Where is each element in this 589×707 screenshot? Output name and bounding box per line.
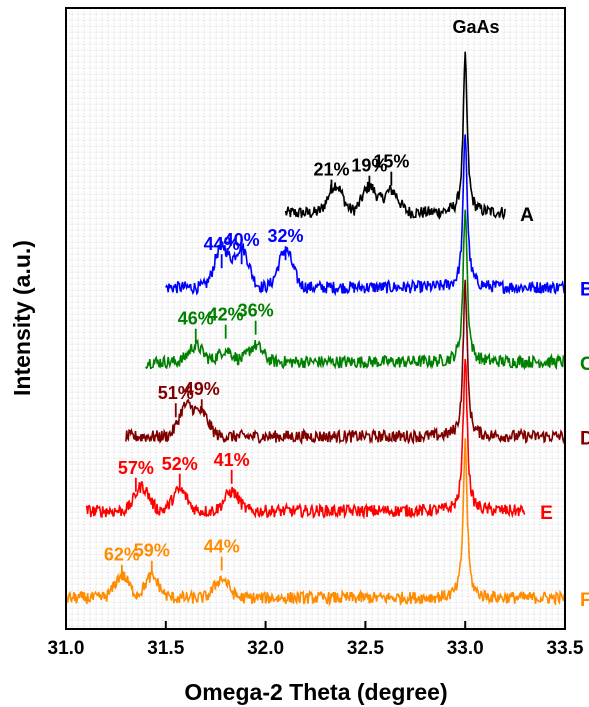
series-F-curve: [66, 438, 565, 607]
series-B-curve: [165, 134, 565, 297]
x-tick-label: 31.0: [48, 638, 85, 659]
peak-label-A-2: 15%: [373, 152, 409, 172]
peak-label-C-1: 42%: [208, 305, 244, 325]
series-A-label: A: [520, 205, 534, 226]
series-curves: [66, 51, 565, 607]
x-tick-label: 32.5: [347, 638, 384, 659]
peak-label-F-2: 44%: [204, 537, 240, 557]
peak-label-B-2: 32%: [268, 226, 304, 246]
x-tick-label: 33.5: [547, 638, 584, 659]
peak-label-A-0: 21%: [313, 160, 349, 180]
peak-label-E-2: 41%: [214, 450, 250, 470]
peak-label-C-2: 36%: [238, 301, 274, 321]
x-tick-label: 31.5: [147, 638, 184, 659]
peak-label-D-1: 49%: [184, 379, 220, 399]
x-tick-label: 33.0: [447, 638, 484, 659]
series-C-label: C: [580, 354, 589, 375]
x-axis-label: Omega-2 Theta (degree): [184, 679, 447, 705]
y-axis-label: Intensity (a.u.): [9, 240, 35, 396]
plot-frame: [65, 7, 566, 630]
series-D-label: D: [580, 428, 589, 449]
peak-label-E-0: 57%: [118, 458, 154, 478]
peak-label-D-0: 51%: [158, 383, 194, 403]
peak-label-B-0: 44%: [204, 234, 240, 254]
series-E-label: E: [540, 503, 553, 524]
peak-label-E-1: 52%: [162, 454, 198, 474]
peak-label-A-1: 19%: [351, 156, 387, 176]
series-E-curve: [85, 358, 526, 520]
series-A-curve: [284, 51, 506, 221]
series-B-label: B: [580, 279, 589, 300]
x-ticks: 31.0 31.5 32.0 32.5 33.0 33.5: [48, 621, 584, 659]
peak-label-F-1: 59%: [134, 541, 170, 561]
peak-label-C-0: 46%: [178, 309, 214, 329]
series-C-curve: [145, 209, 565, 371]
reference-peak-label: GaAs: [452, 17, 499, 37]
peak-label-F-0: 62%: [104, 545, 140, 565]
annotations: A21% 19%15%B44%40% 32%C46%42%36%D51%49%E57…: [104, 152, 589, 611]
grid-lines: [66, 8, 565, 629]
x-tick-label: 32.0: [247, 638, 284, 659]
series-F-label: F: [580, 590, 589, 611]
peak-label-B-1: 40%: [224, 230, 260, 250]
series-D-curve: [125, 279, 565, 446]
